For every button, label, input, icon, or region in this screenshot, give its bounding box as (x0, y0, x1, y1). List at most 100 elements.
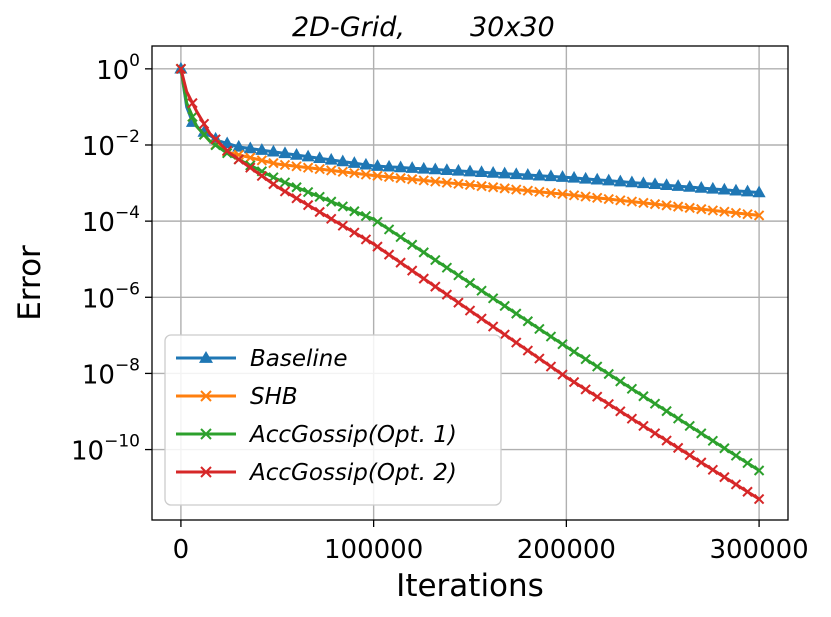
data-point (463, 164, 477, 177)
data-point (545, 331, 557, 342)
data-point (406, 265, 418, 276)
data-point (591, 391, 603, 402)
data-point (707, 464, 719, 476)
y-tick-label: 10−6 (82, 279, 140, 314)
legend: Baseline SHB AccGossip(Opt. 1) AccGossip(Op… (164, 334, 502, 506)
data-point (302, 186, 314, 198)
data-point (440, 163, 454, 175)
data-point (557, 369, 568, 380)
data-point (476, 285, 487, 296)
legend-marker (199, 351, 213, 363)
series-layer (174, 61, 766, 505)
x-tick-label: 200000 (517, 535, 616, 565)
data-point (279, 177, 291, 188)
x-tick-label: 0 (173, 535, 190, 565)
data-point (383, 249, 395, 260)
data-point (730, 479, 742, 490)
x-tick-label: 300000 (709, 535, 808, 565)
data-point (324, 152, 338, 165)
data-point (175, 63, 187, 75)
data-point (729, 183, 743, 196)
data-point (753, 210, 765, 221)
data-point (395, 257, 406, 268)
data-point (544, 169, 558, 182)
data-point (683, 180, 697, 192)
data-point (591, 361, 603, 372)
data-point (406, 174, 418, 185)
legend-marker (200, 466, 212, 478)
data-point (255, 143, 269, 155)
y-tick-label: 10−2 (82, 127, 140, 162)
data-point (696, 203, 707, 215)
y-tick-label: 10−4 (82, 203, 140, 238)
series-1 (175, 63, 765, 221)
data-point (337, 201, 349, 212)
data-point (511, 184, 522, 195)
data-point (349, 206, 360, 217)
data-point (336, 154, 350, 167)
data-point (625, 175, 639, 188)
data-point (534, 323, 545, 335)
y-tick-label: 10−8 (82, 355, 140, 390)
data-point (696, 457, 707, 468)
data-point (337, 220, 349, 231)
chart-title-right: 30x30 (470, 12, 555, 43)
data-point (360, 210, 372, 222)
data-point (256, 155, 268, 166)
data-point (694, 180, 708, 193)
data-point (430, 281, 441, 292)
data-point (499, 329, 510, 340)
data-point (451, 163, 465, 176)
data-point (567, 170, 581, 183)
data-point (742, 486, 753, 497)
data-point (626, 413, 638, 424)
data-point (417, 161, 431, 174)
data-point (568, 346, 580, 357)
data-point (383, 224, 395, 235)
data-point (707, 435, 719, 447)
data-point (243, 141, 257, 154)
data-point (453, 297, 464, 308)
data-point (245, 162, 256, 173)
data-point (487, 321, 499, 332)
data-point (302, 162, 314, 173)
data-point (615, 376, 626, 387)
data-point (730, 207, 742, 219)
data-point (649, 198, 661, 210)
data-point (568, 376, 580, 388)
data-point (661, 435, 672, 446)
data-point (220, 136, 234, 149)
data-point (511, 308, 522, 319)
data-point (602, 173, 616, 186)
data-point (717, 182, 731, 195)
legend-item-2: AccGossip(Opt. 1) (176, 422, 457, 448)
data-point (347, 156, 361, 168)
data-point (313, 151, 327, 164)
chart-title-left: 2D-Grid, (292, 12, 405, 43)
y-axis-label: Error (12, 245, 48, 321)
data-point (580, 384, 591, 395)
data-point (660, 178, 674, 190)
data-point (509, 167, 523, 180)
data-point (245, 152, 256, 163)
data-point (522, 185, 534, 196)
data-point (326, 165, 337, 176)
data-point (464, 277, 476, 289)
data-point (395, 172, 406, 184)
data-point (649, 398, 661, 409)
y-tick-label: 10−10 (71, 432, 140, 467)
data-point (395, 231, 406, 243)
data-point (475, 165, 489, 178)
data-point (487, 293, 499, 304)
data-point (233, 154, 244, 165)
data-point (221, 147, 233, 159)
data-point (187, 97, 198, 109)
data-point (187, 111, 198, 123)
data-point (521, 168, 535, 180)
data-point (522, 316, 534, 327)
y-tick-label: 100 (96, 51, 140, 86)
data-point (441, 262, 453, 273)
data-point (268, 178, 279, 190)
data-point (557, 188, 568, 200)
